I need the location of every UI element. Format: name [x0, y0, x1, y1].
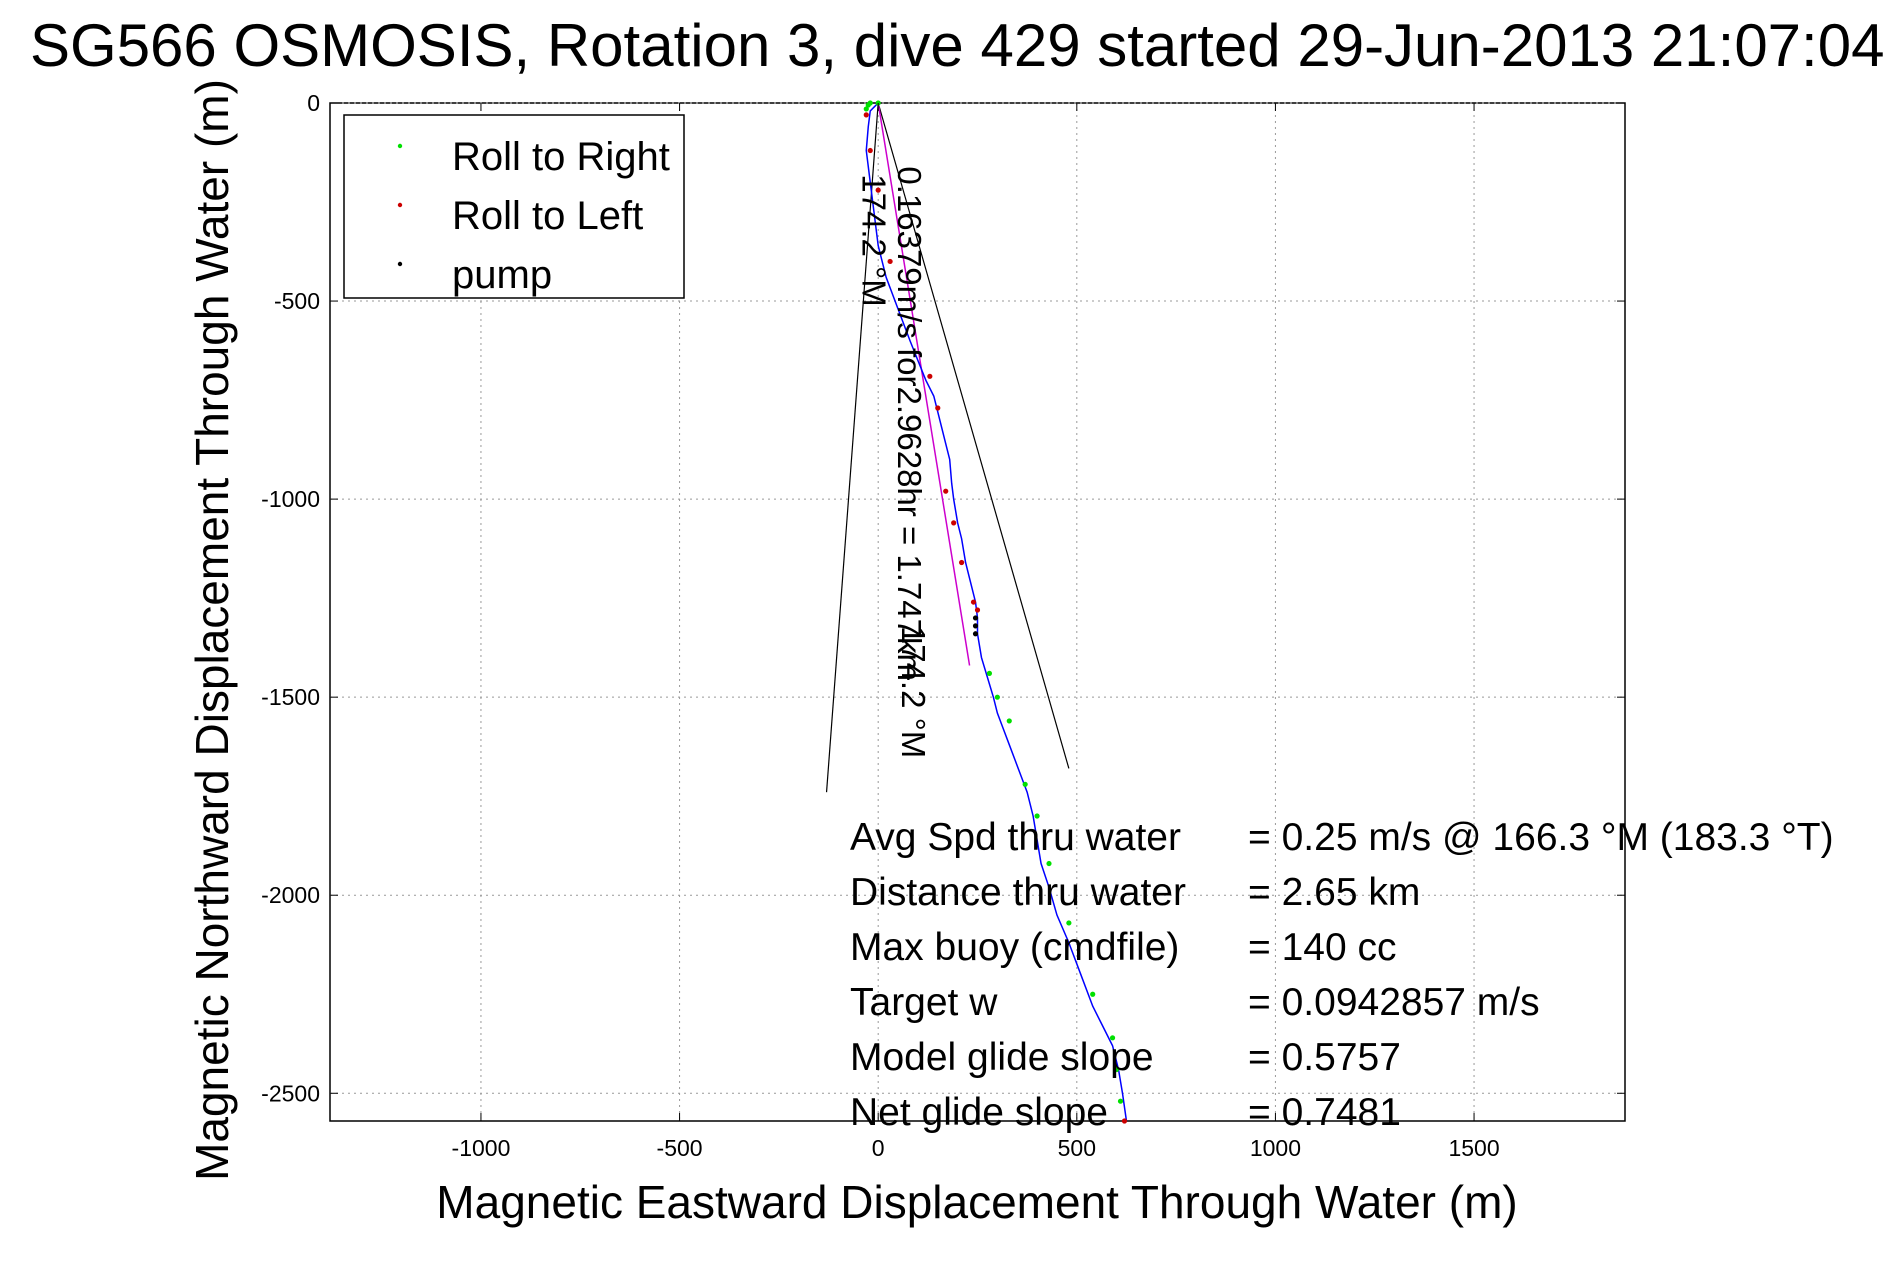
- stat-value: = 0.25 m/s @ 166.3 °M (183.3 °T): [1248, 816, 1834, 859]
- pump-point: [972, 623, 979, 629]
- x-tick-label: -1000: [452, 1135, 511, 1161]
- x-tick-label: 1000: [1250, 1135, 1301, 1161]
- stats-panel: Avg Spd thru water = 0.25 m/s @ 166.3 °M …: [850, 816, 1834, 1134]
- roll-to-right-point: [863, 106, 869, 112]
- heading-annotation: 0.16379m/s for2.9628hr = 1.747km: [891, 166, 928, 681]
- cone-line: [877, 102, 1070, 769]
- stat-value: = 2.65 km: [1248, 871, 1420, 914]
- y-tick-label: -1500: [261, 684, 320, 710]
- roll-to-right-point: [1109, 1035, 1116, 1041]
- legend-marker: [397, 202, 403, 208]
- roll-to-right-point: [1113, 1066, 1120, 1073]
- roll-to-left-point: [867, 147, 873, 154]
- roll-to-right-point: [1034, 813, 1040, 819]
- roll-to-right-point: [1066, 920, 1072, 926]
- stat-value: = 0.5757: [1248, 1036, 1401, 1079]
- roll-to-left-point: [970, 599, 977, 605]
- roll-to-left-point: [887, 258, 893, 265]
- x-tick-label: 1500: [1448, 1135, 1499, 1161]
- cone-lines: [825, 102, 1070, 793]
- legend-marker: [397, 143, 403, 149]
- y-tick-label: -2500: [261, 1080, 320, 1106]
- x-tick-label: 500: [1058, 1135, 1096, 1161]
- roll-to-left-point: [943, 488, 949, 494]
- y-ticks: 0 -500 -1000 -1500 -2000 -2500: [261, 90, 1625, 1106]
- stat-label: Target w: [850, 981, 998, 1024]
- roll-to-right-point: [1090, 991, 1096, 997]
- pump-point: [972, 631, 979, 637]
- roll-to-left-point: [935, 405, 941, 411]
- stat-label: Max buoy (cmdfile): [850, 926, 1179, 969]
- x-tick-label: -500: [657, 1135, 703, 1161]
- stat-value: = 0.7481: [1248, 1091, 1401, 1134]
- stat-label: Model glide slope: [850, 1036, 1154, 1079]
- roll-to-left-point: [959, 559, 965, 566]
- stat-label: Avg Spd thru water: [850, 816, 1181, 859]
- x-ticks: -1000 -500 0 500 1000 1500: [452, 103, 1500, 1161]
- y-tick-label: 0: [307, 90, 320, 116]
- roll-to-left-point: [974, 607, 981, 613]
- x-axis-label: Magnetic Eastward Displacement Through W…: [436, 1176, 1517, 1228]
- heading-annotation: 174.2 °M: [895, 626, 932, 758]
- roll-to-right-point: [867, 100, 873, 106]
- y-tick-label: -2000: [261, 882, 320, 908]
- legend: Roll to Right Roll to Left pump: [343, 114, 685, 299]
- heading-annotation: 174.2 °M: [855, 174, 892, 306]
- roll-to-left-point: [927, 373, 933, 379]
- annotations: 174.2 °M0.16379m/s for2.9628hr = 1.747km…: [855, 166, 932, 758]
- y-axis-label: Magnetic Northward Displacement Through …: [186, 79, 238, 1181]
- roll-to-right-point: [994, 694, 1000, 700]
- stat-label: Net glide slope: [850, 1091, 1108, 1134]
- roll-to-left-point: [863, 112, 869, 118]
- x-tick-label: 0: [872, 1135, 885, 1161]
- stat-value: = 0.0942857 m/s: [1248, 981, 1540, 1024]
- roll-to-right-point: [1046, 860, 1052, 867]
- legend-label: pump: [452, 253, 552, 297]
- roll-to-left-point: [1121, 1118, 1128, 1124]
- chart-title: SG566 OSMOSIS, Rotation 3, dive 429 star…: [30, 12, 1884, 79]
- roll-to-left-point: [875, 187, 881, 193]
- markers: [863, 100, 1128, 1124]
- stat-value: = 140 cc: [1248, 926, 1397, 969]
- roll-to-right-point: [986, 670, 993, 676]
- legend-marker: [397, 261, 403, 267]
- roll-to-right-point: [1117, 1098, 1124, 1104]
- pump-point: [972, 615, 979, 621]
- stat-label: Distance thru water: [850, 871, 1186, 914]
- y-tick-label: -500: [274, 288, 320, 314]
- roll-to-right-point: [1006, 718, 1012, 724]
- magenta-heading-line: [877, 102, 971, 666]
- roll-to-left-point: [951, 520, 957, 526]
- y-tick-label: -1000: [261, 486, 320, 512]
- roll-to-right-point: [1022, 781, 1028, 787]
- legend-label: Roll to Left: [452, 194, 643, 238]
- cone-line: [825, 102, 879, 793]
- legend-label: Roll to Right: [452, 135, 670, 179]
